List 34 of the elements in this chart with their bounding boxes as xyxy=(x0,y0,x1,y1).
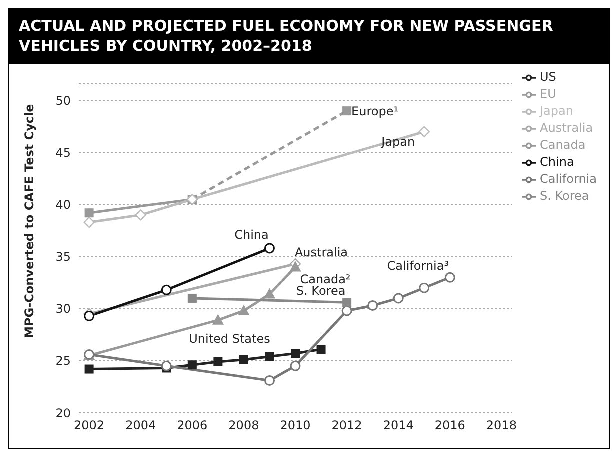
x-tick-label: 2002 xyxy=(74,418,105,433)
y-tick-label: 45 xyxy=(56,146,71,160)
legend-label: Canada xyxy=(540,138,586,152)
legend-label: US xyxy=(540,70,556,84)
legend-label: Australia xyxy=(540,121,594,135)
x-tick-label: 2012 xyxy=(332,418,362,433)
annotation: Australia xyxy=(294,245,348,260)
x-tick-label: 2016 xyxy=(434,418,466,433)
x-tick-label: 2018 xyxy=(486,418,517,433)
annotation: Europe¹ xyxy=(352,104,399,118)
annotation: S. Korea xyxy=(296,284,346,298)
y-tick-label: 20 xyxy=(56,406,71,420)
chart-title: ACTUAL AND PROJECTED FUEL ECONOMY FOR NEW PASSENGER VEHICLES BY COUNTRY, 2002–2018 xyxy=(9,9,609,64)
annotation: California³ xyxy=(387,258,450,273)
legend-label: EU xyxy=(540,87,556,101)
y-tick-label: 50 xyxy=(56,94,71,108)
x-tick-label: 2004 xyxy=(126,418,156,433)
x-tick-label: 2010 xyxy=(280,418,311,433)
y-tick-label: 35 xyxy=(56,250,71,264)
x-tick-label: 2006 xyxy=(177,418,208,433)
legend-label: China xyxy=(540,155,574,169)
y-axis-title: MPG-Converted to CAFE Test Cycle xyxy=(22,104,36,338)
legend-label: Japan xyxy=(540,104,574,118)
legend-label: S. Korea xyxy=(540,189,590,203)
y-tick-label: 40 xyxy=(56,198,71,212)
y-tick-label: 25 xyxy=(56,354,71,368)
legend-label: California xyxy=(540,172,597,186)
y-tick-label: 30 xyxy=(56,302,71,316)
annotation: United States xyxy=(189,332,270,346)
x-tick-label: 2014 xyxy=(383,418,414,433)
x-tick-label: 2008 xyxy=(228,418,260,433)
annotation: China xyxy=(234,228,269,242)
annotation: Canada² xyxy=(300,272,351,286)
annotation: Japan xyxy=(380,135,416,150)
